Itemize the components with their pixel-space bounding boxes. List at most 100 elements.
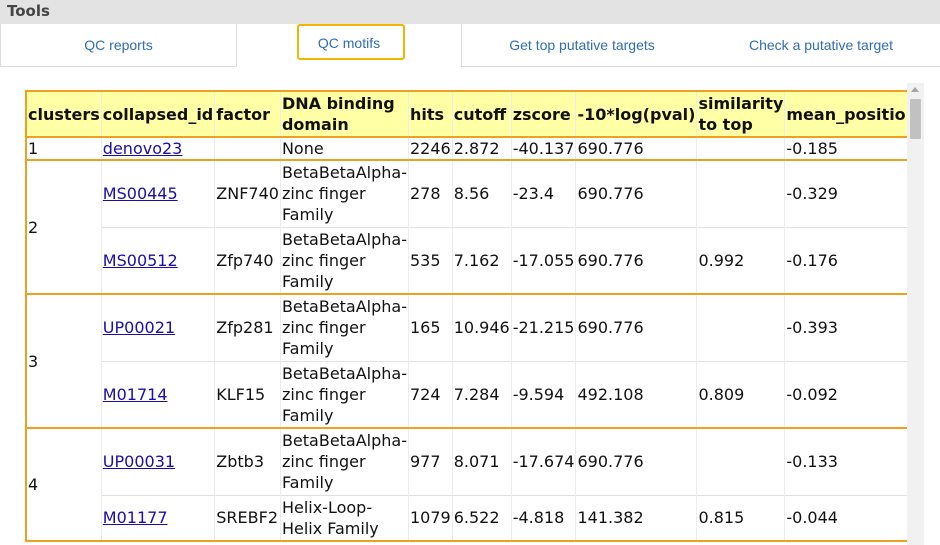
header-cutoff: cutoff	[451, 91, 512, 138]
header-dna-binding-domain: DNA binding domain	[279, 91, 410, 138]
domain-cell: BetaBetaAlpha-zinc finger Family	[279, 226, 410, 294]
similarity-cell: 0.992	[696, 226, 786, 294]
hits-cell: 1079	[408, 494, 453, 541]
collapsed-id-cell: M01177	[100, 494, 216, 541]
cutoff-cell: 2.872	[451, 136, 512, 160]
cutoff-cell: 7.284	[451, 360, 512, 428]
tab-qc-motifs-label: QC motifs	[317, 34, 381, 51]
table-row: 1 denovo23 None 2246 2.872 -40.137 690.7…	[25, 136, 920, 160]
similarity-cell: 0.809	[696, 360, 786, 428]
zscore-cell: -17.674	[510, 427, 577, 495]
tools-title-bar: Tools	[0, 0, 940, 24]
header-factor: factor	[214, 91, 281, 138]
cutoff-cell: 8.56	[451, 159, 512, 227]
collapsed-id-cell: UP00021	[100, 293, 216, 361]
header-collapsed-id: collapsed_id	[100, 91, 216, 138]
collapsed-id-cell: UP00031	[100, 427, 216, 495]
tab-get-top-putative-targets-label: Get top putative targets	[509, 37, 655, 53]
tab-check-a-putative-target-label: Check a putative target	[749, 37, 893, 53]
factor-cell: KLF15	[214, 360, 281, 428]
cluster-cell: 4	[25, 427, 102, 541]
factor-cell: SREBF2	[214, 494, 281, 541]
header-zscore: zscore	[510, 91, 577, 138]
collapsed-id-cell: MS00445	[100, 159, 216, 227]
collapsed-id-link[interactable]: M01177	[102, 508, 168, 528]
tab-qc-motifs[interactable]: QC motifs	[236, 24, 462, 67]
cluster-cell: 1	[25, 136, 102, 160]
similarity-cell	[696, 159, 786, 227]
scrollbar-thumb[interactable]	[910, 99, 921, 139]
domain-cell: BetaBetaAlpha-zinc finger Family	[279, 293, 410, 361]
cluster-cell: 3	[25, 293, 102, 428]
domain-cell: BetaBetaAlpha-zinc finger Family	[279, 427, 410, 495]
mean-position-cell: -0.044	[784, 494, 920, 541]
mean-position-cell: -0.329	[784, 159, 920, 227]
tab-qc-reports[interactable]: QC reports	[0, 24, 236, 66]
table-row: M01177 SREBF2 Helix-Loop-Helix Family 10…	[26, 494, 920, 541]
collapsed-id-link[interactable]: MS00512	[102, 250, 178, 270]
tab-qc-reports-label: QC reports	[84, 37, 153, 53]
header-neg-log-pval: -10*log(pval)	[575, 91, 698, 138]
mean-position-cell: -0.092	[784, 360, 920, 428]
domain-cell: BetaBetaAlpha-zinc finger Family	[279, 360, 410, 428]
vertical-scrollbar[interactable]	[907, 83, 924, 545]
scroll-up-arrow-icon[interactable]	[911, 87, 919, 92]
similarity-cell: 0.815	[696, 494, 786, 541]
zscore-cell: -21.215	[510, 293, 577, 361]
table-row: M01714 KLF15 BetaBetaAlpha-zinc finger F…	[26, 360, 920, 428]
header-similarity-to-top: similarity to top	[696, 91, 786, 138]
cutoff-cell: 6.522	[451, 494, 512, 541]
hits-cell: 2246	[408, 136, 453, 160]
cutoff-cell: 10.946	[451, 293, 512, 361]
zscore-cell: -40.137	[510, 136, 577, 160]
zscore-cell: -23.4	[510, 159, 577, 227]
similarity-cell	[696, 136, 786, 160]
collapsed-id-link[interactable]: UP00021	[102, 318, 176, 338]
collapsed-id-link[interactable]: MS00445	[102, 184, 178, 204]
pval-cell: 690.776	[575, 159, 698, 227]
focus-ring	[297, 24, 405, 60]
hits-cell: 724	[408, 360, 453, 428]
mean-position-cell: -0.185	[784, 136, 920, 160]
table-row: 3 UP00021 Zfp281 BetaBetaAlpha-zinc fing…	[25, 293, 920, 428]
factor-cell: Zfp281	[214, 293, 281, 361]
hits-cell: 977	[408, 427, 453, 495]
factor-cell: ZNF740	[214, 159, 281, 227]
similarity-cell	[696, 293, 786, 361]
factor-cell	[214, 136, 281, 160]
mean-position-cell: -0.133	[784, 427, 920, 495]
zscore-cell: -9.594	[510, 360, 577, 428]
factor-cell: Zbtb3	[214, 427, 281, 495]
pval-cell: 141.382	[575, 494, 698, 541]
domain-cell: Helix-Loop-Helix Family	[279, 494, 410, 541]
collapsed-id-cell: M01714	[100, 360, 216, 428]
domain-cell: BetaBetaAlpha-zinc finger Family	[279, 159, 410, 227]
collapsed-id-link[interactable]: UP00031	[102, 452, 176, 472]
domain-cell: None	[279, 136, 410, 160]
collapsed-id-link[interactable]: M01714	[102, 384, 168, 404]
header-mean-position: mean_position	[784, 91, 920, 138]
similarity-cell	[696, 427, 786, 495]
qc-motifs-panel: clusters collapsed_id factor DNA binding…	[0, 67, 940, 545]
pval-cell: 690.776	[575, 226, 698, 294]
hits-cell: 278	[408, 159, 453, 227]
tab-bar: QC reports QC motifs Get top putative ta…	[0, 24, 940, 67]
motifs-table: clusters collapsed_id factor DNA binding…	[25, 90, 921, 542]
header-hits: hits	[408, 91, 453, 138]
hits-cell: 535	[408, 226, 453, 294]
mean-position-cell: -0.176	[784, 226, 920, 294]
tab-get-top-putative-targets[interactable]: Get top putative targets	[462, 24, 702, 66]
zscore-cell: -4.818	[510, 494, 577, 541]
tools-title: Tools	[7, 2, 50, 20]
mean-position-cell: -0.393	[784, 293, 920, 361]
collapsed-id-cell: MS00512	[100, 226, 216, 294]
collapsed-id-link[interactable]: denovo23	[102, 139, 183, 158]
tab-check-a-putative-target[interactable]: Check a putative target	[702, 24, 940, 66]
table-header-row: clusters collapsed_id factor DNA binding…	[25, 91, 920, 138]
pval-cell: 492.108	[575, 360, 698, 428]
cutoff-cell: 7.162	[451, 226, 512, 294]
cutoff-cell: 8.071	[451, 427, 512, 495]
table-row: 4 UP00031 Zbtb3 BetaBetaAlpha-zinc finge…	[25, 427, 920, 541]
table-row: 2 MS00445 ZNF740 BetaBetaAlpha-zinc fing…	[25, 159, 920, 294]
pval-cell: 690.776	[575, 427, 698, 495]
